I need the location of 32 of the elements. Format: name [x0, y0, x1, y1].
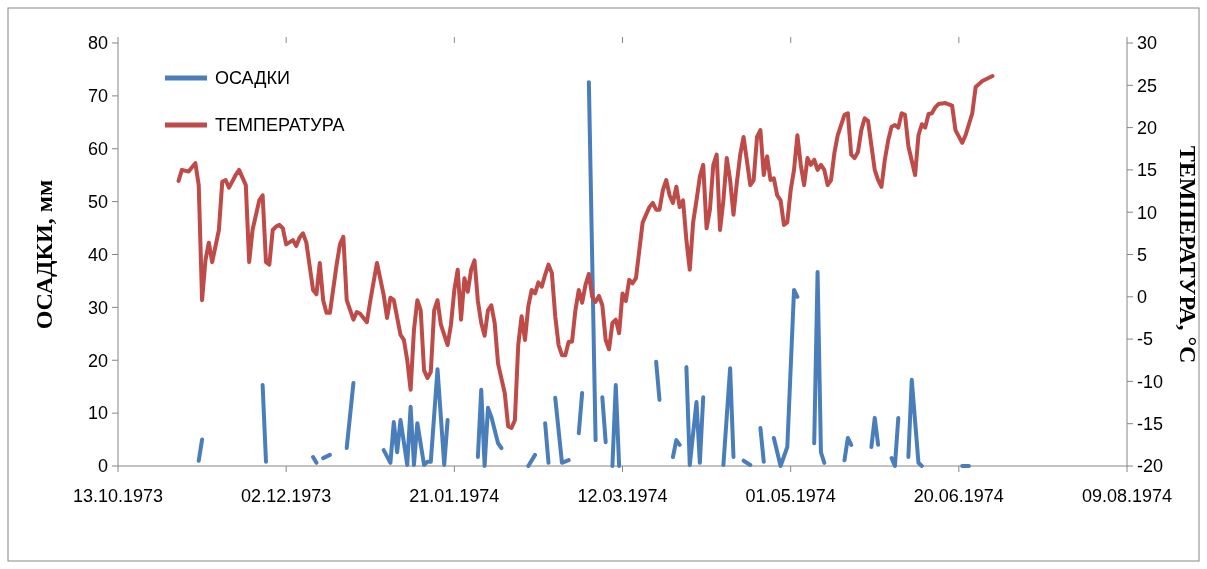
- y2-tick-label: 10: [1137, 202, 1158, 223]
- y-tick-label: 20: [87, 350, 108, 371]
- y-tick-label: 30: [87, 297, 108, 318]
- y2-tick-label: 15: [1137, 160, 1158, 181]
- x-tick-label: 09.08.1974: [1081, 486, 1173, 506]
- y2-tick-label: -15: [1137, 414, 1164, 434]
- y2-tick-label: 0: [1137, 287, 1148, 308]
- y2-tick-label: 30: [1137, 33, 1158, 54]
- y-axis-title: ОСАДКИ, мм: [31, 179, 57, 330]
- x-tick-label: 20.06.1974: [913, 486, 1004, 506]
- x-tick-label: 21.01.1974: [409, 486, 500, 506]
- x-tick-label: 02.12.1973: [241, 486, 332, 506]
- y-tick-label: 0: [97, 456, 108, 477]
- y2-tick-label: 20: [1137, 117, 1158, 138]
- y-tick-label: 80: [87, 33, 108, 54]
- legend-label: ОСАДКИ: [215, 68, 290, 89]
- y2-tick-label: -5: [1137, 329, 1154, 350]
- y-tick-label: 40: [87, 244, 108, 265]
- x-tick-label: 12.03.1974: [577, 486, 668, 506]
- y2-tick-label: 25: [1137, 75, 1158, 96]
- y2-tick-label: -20: [1137, 456, 1164, 477]
- x-tick-label: 01.05.1974: [745, 486, 836, 506]
- legend-label: ТЕМПЕРАТУРА: [215, 115, 345, 136]
- y-tick-label: 10: [87, 403, 108, 424]
- y-tick-label: 70: [87, 86, 108, 107]
- y-tick-label: 50: [87, 191, 108, 212]
- x-tick-label: 13.10.1973: [72, 486, 164, 506]
- y-tick-label: 60: [87, 139, 108, 160]
- line-series: [176, 73, 995, 430]
- y2-axis-title: ТЕМПЕРАТУРА, °C: [1175, 145, 1201, 364]
- y2-tick-label: -10: [1137, 371, 1164, 392]
- y2-tick-label: 5: [1137, 244, 1148, 265]
